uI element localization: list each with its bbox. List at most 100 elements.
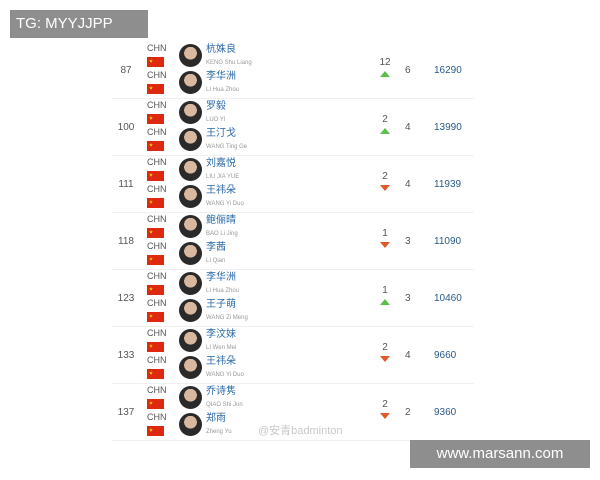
table-row[interactable]: 118 CHN 鲍俪晴 BAO Li Jing CHN 李茜 LI Qian 1…: [112, 213, 474, 270]
china-flag-icon: [147, 399, 164, 409]
points: 11939: [434, 179, 462, 190]
player-name-en: WANG Yi Duo: [206, 372, 244, 378]
rank-change: 2: [374, 171, 396, 191]
rank-change: 2: [374, 114, 396, 134]
player-name-en: LI Hua Zhou: [206, 288, 240, 294]
player-name-en: WANG Zi Meng: [206, 315, 248, 321]
china-flag-icon: [147, 198, 164, 208]
player-name-cn[interactable]: 王子萌: [206, 299, 236, 310]
player: CHN 李茜 LI Qian: [147, 241, 367, 268]
country-code: CHN: [147, 157, 167, 167]
weibo-watermark: @安青badminton: [258, 425, 343, 437]
rank: 137: [117, 407, 135, 418]
player: CHN 郑雨 Zheng Yu: [147, 412, 367, 439]
china-flag-icon: [147, 114, 164, 124]
player-name-en: LI Qian: [206, 258, 226, 264]
flag-star-icon: [149, 428, 153, 432]
player: CHN 王祎朵 WANG Yi Duo: [147, 355, 367, 382]
tournament-count: 4: [405, 122, 411, 133]
player-name-cn[interactable]: 杭姝良: [206, 44, 236, 55]
china-flag-icon: [147, 57, 164, 67]
points: 10460: [434, 293, 462, 304]
flag-star-icon: [149, 230, 153, 234]
player-name-cn[interactable]: 王祎朵: [206, 356, 236, 367]
table-row[interactable]: 100 CHN 罗毅 LUO YI CHN 王汀戈 WANG Ting Ge 2…: [112, 99, 474, 156]
player-name-cn[interactable]: 刘嘉悦: [206, 158, 236, 169]
arrow-down-icon: [380, 413, 390, 419]
arrow-down-icon: [380, 242, 390, 248]
arrow-up-icon: [380, 128, 390, 134]
change-value: 1: [382, 228, 388, 239]
rank-change: 12: [374, 57, 396, 77]
country-code: CHN: [147, 412, 167, 422]
player-name-cn[interactable]: 王祎朵: [206, 185, 236, 196]
tournament-count: 4: [405, 350, 411, 361]
avatar: [179, 413, 202, 436]
player-name-cn[interactable]: 李华洲: [206, 272, 236, 283]
country-code: CHN: [147, 43, 167, 53]
rank-change: 1: [374, 228, 396, 248]
country-code: CHN: [147, 100, 167, 110]
avatar: [179, 158, 202, 181]
arrow-down-icon: [380, 185, 390, 191]
flag-star-icon: [149, 287, 153, 291]
china-flag-icon: [147, 141, 164, 151]
change-value: 2: [382, 114, 388, 125]
flag-star-icon: [149, 116, 153, 120]
tournament-count: 6: [405, 65, 411, 76]
country-code: CHN: [147, 298, 167, 308]
player-name-en: LI Wen Mei: [206, 345, 237, 351]
player-name-cn[interactable]: 李汶妹: [206, 329, 236, 340]
flag-star-icon: [149, 257, 153, 261]
flag-star-icon: [149, 344, 153, 348]
table-row[interactable]: 111 CHN 刘嘉悦 LIU JIA YUE CHN 王祎朵 WANG Yi …: [112, 156, 474, 213]
avatar: [179, 299, 202, 322]
flag-star-icon: [149, 200, 153, 204]
player-name-cn[interactable]: 李茜: [206, 242, 226, 253]
player-name-en: KENG Shu Liang: [206, 60, 252, 66]
table-row[interactable]: 87 CHN 杭姝良 KENG Shu Liang CHN 李华洲 LI Hua…: [112, 42, 474, 99]
tournament-count: 4: [405, 179, 411, 190]
player-name-en: BAO Li Jing: [206, 231, 238, 237]
points: 13990: [434, 122, 462, 133]
table-row[interactable]: 123 CHN 李华洲 LI Hua Zhou CHN 王子萌 WANG Zi …: [112, 270, 474, 327]
player-name-cn[interactable]: 李华洲: [206, 71, 236, 82]
rank: 111: [118, 179, 134, 190]
change-value: 2: [382, 342, 388, 353]
player-name-en: Zheng Yu: [206, 429, 232, 435]
player: CHN 王汀戈 WANG Ting Ge: [147, 127, 367, 154]
player-name-en: LUO YI: [206, 117, 226, 123]
avatar: [179, 44, 202, 67]
player-name-cn[interactable]: 罗毅: [206, 101, 226, 112]
china-flag-icon: [147, 312, 164, 322]
tg-label: TG: MYYJJPP: [10, 10, 148, 38]
player-name-cn[interactable]: 王汀戈: [206, 128, 236, 139]
country-code: CHN: [147, 184, 167, 194]
player-name-en: WANG Yi Duo: [206, 201, 244, 207]
player: CHN 李华洲 LI Hua Zhou: [147, 70, 367, 97]
points: 9360: [434, 407, 457, 418]
avatar: [179, 101, 202, 124]
avatar: [179, 386, 202, 409]
points: 9660: [434, 350, 457, 361]
flag-star-icon: [149, 314, 153, 318]
table-row[interactable]: 133 CHN 李汶妹 LI Wen Mei CHN 王祎朵 WANG Yi D…: [112, 327, 474, 384]
change-value: 1: [382, 285, 388, 296]
country-code: CHN: [147, 70, 167, 80]
rank: 118: [118, 236, 134, 247]
player: CHN 王祎朵 WANG Yi Duo: [147, 184, 367, 211]
rank: 123: [117, 293, 135, 304]
change-value: 2: [382, 399, 388, 410]
country-code: CHN: [147, 214, 167, 224]
player-name-en: LIU JIA YUE: [206, 174, 240, 180]
player-name-cn[interactable]: 乔诗隽: [206, 386, 236, 397]
arrow-up-icon: [380, 71, 390, 77]
player-name-cn[interactable]: 郑雨: [206, 413, 226, 424]
table-row[interactable]: 137 CHN 乔诗隽 QIAO Shi Jun CHN 郑雨 Zheng Yu…: [112, 384, 474, 441]
flag-star-icon: [149, 59, 153, 63]
avatar: [179, 272, 202, 295]
country-code: CHN: [147, 271, 167, 281]
china-flag-icon: [147, 426, 164, 436]
flag-star-icon: [149, 86, 153, 90]
player-name-cn[interactable]: 鲍俪晴: [206, 215, 236, 226]
